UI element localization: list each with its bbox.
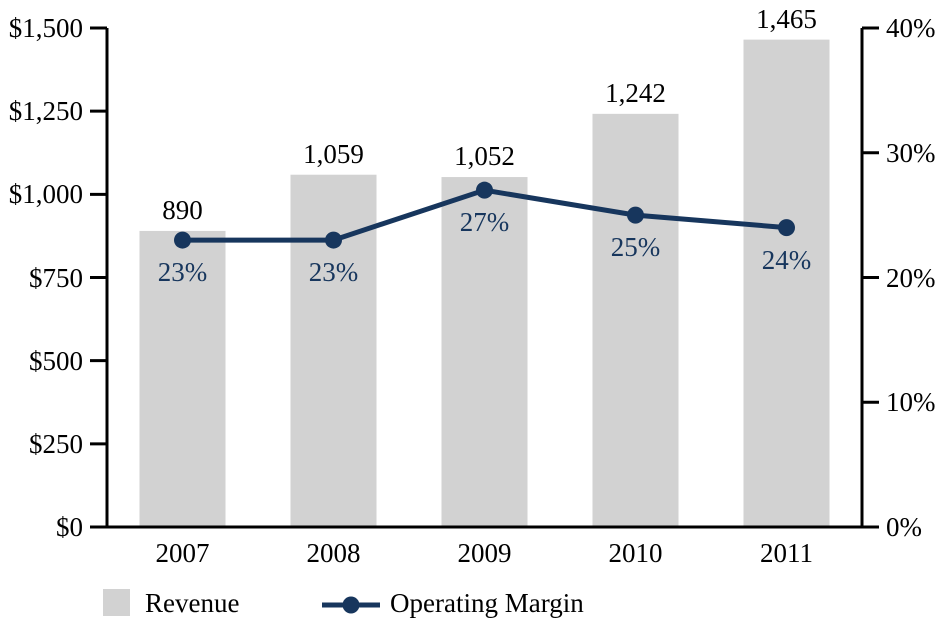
left-axis-tick-label: $250 xyxy=(29,428,83,459)
operating-margin-point-2011 xyxy=(778,219,795,237)
operating-margin-value-label: 27% xyxy=(459,207,510,238)
left-axis-tick-label: $1,250 xyxy=(8,96,83,127)
x-axis-label-2011: 2011 xyxy=(760,538,813,568)
x-axis-label-2009: 2009 xyxy=(457,538,512,568)
left-axis-tick-label: $500 xyxy=(29,345,83,376)
x-axis-label-2008: 2008 xyxy=(306,538,361,568)
operating-margin-point-2008 xyxy=(325,231,342,249)
operating-margin-value-label: 23% xyxy=(157,257,208,288)
operating-margin-value-label: 23% xyxy=(308,257,359,288)
operating-margin-point-2010 xyxy=(627,206,644,224)
revenue-value-label: 1,242 xyxy=(605,77,666,108)
revenue-value-label: 1,059 xyxy=(303,138,364,169)
operating-margin-point-2007 xyxy=(174,231,191,249)
revenue-bar-2007 xyxy=(139,230,226,527)
left-axis-tick-label: $1,500 xyxy=(8,13,83,43)
legend-revenue-label: Revenue xyxy=(145,588,240,618)
operating-margin-point-2009 xyxy=(476,181,493,199)
operating-margin-value-label: 25% xyxy=(610,232,661,263)
left-axis-tick-label: $0 xyxy=(56,512,83,542)
right-axis-tick-label: 0% xyxy=(886,512,922,542)
x-axis-label-2010: 2010 xyxy=(608,538,663,568)
left-axis-tick-label: $750 xyxy=(29,262,83,293)
right-axis-tick-label: 40% xyxy=(886,13,936,43)
right-axis-tick-label: 10% xyxy=(886,387,936,418)
revenue-value-label: 1,052 xyxy=(454,141,515,172)
right-axis-tick-label: 30% xyxy=(886,137,936,168)
legend-operating-margin-marker xyxy=(322,596,380,614)
operating-margin-value-label: 24% xyxy=(761,244,812,275)
legend-revenue-swatch xyxy=(103,589,130,616)
revenue-bar-2010 xyxy=(592,113,679,527)
revenue-value-label: 890 xyxy=(162,194,203,225)
x-axis-label-2007: 2007 xyxy=(155,538,210,568)
legend-operating-margin-label: Operating Margin xyxy=(390,588,584,618)
revenue-bar-2011 xyxy=(743,39,830,527)
left-axis-tick-label: $1,000 xyxy=(8,179,83,210)
revenue-bar-2009 xyxy=(441,177,528,527)
revenue-value-label: 1,465 xyxy=(756,3,817,34)
right-axis-tick-label: 20% xyxy=(886,262,936,293)
